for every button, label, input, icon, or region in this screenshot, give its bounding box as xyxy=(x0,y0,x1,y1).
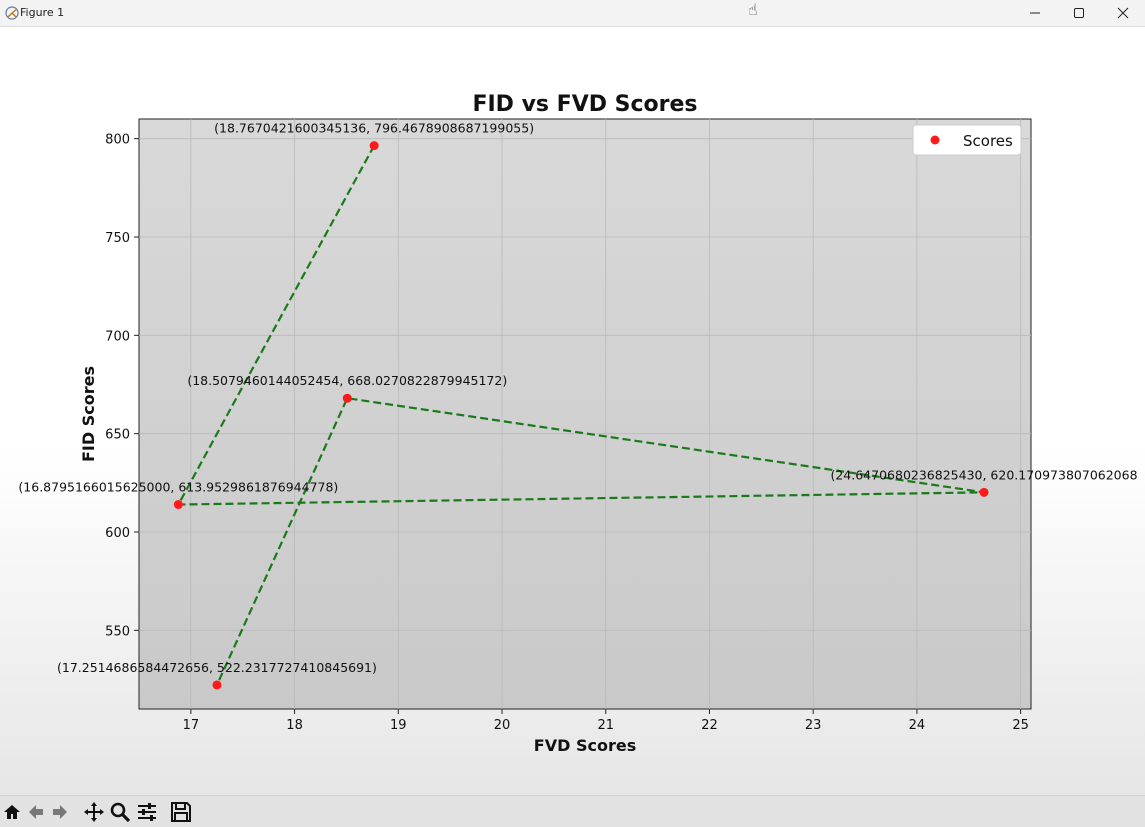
point-annotation: (18.7670421600345136, 796.46789086871990… xyxy=(214,121,534,136)
x-tick-label: 25 xyxy=(1012,718,1029,733)
legend-label: Scores xyxy=(963,132,1013,150)
configure-subplots-icon xyxy=(138,803,156,821)
maximize-button[interactable] xyxy=(1057,0,1101,26)
scatter-point xyxy=(342,393,352,403)
forward-button[interactable] xyxy=(48,800,72,824)
x-tick-label: 22 xyxy=(701,718,718,733)
chart-title: FID vs FVD Scores xyxy=(472,92,697,117)
scatter-point xyxy=(369,141,379,151)
point-annotation: (17.2514686584472656, 522.23177274108456… xyxy=(57,660,377,675)
matplotlib-app-icon xyxy=(5,6,19,20)
x-tick-label: 17 xyxy=(183,718,200,733)
legend-marker xyxy=(930,135,940,145)
save-icon xyxy=(171,802,191,822)
legend: Scores xyxy=(912,124,1022,156)
scatter-point xyxy=(173,500,183,510)
x-tick-label: 19 xyxy=(390,718,407,733)
plot-area xyxy=(138,118,1032,710)
zoom-icon xyxy=(110,802,131,823)
navigation-toolbar xyxy=(0,795,1145,827)
maximize-icon xyxy=(1074,8,1084,18)
figure-canvas[interactable]: 17 18 19 20 21 22 23 24 25 550 600 650 700 750 800 (18… xyxy=(0,27,1145,794)
x-tick-label: 24 xyxy=(909,718,926,733)
close-button[interactable] xyxy=(1101,0,1145,26)
point-annotation: (24.6470680236825430, 620.17097380706206… xyxy=(830,467,1137,482)
y-tick-label: 650 xyxy=(105,428,130,443)
hand-cursor-icon: ☝ xyxy=(748,0,758,19)
scatter-point xyxy=(212,680,222,690)
x-axis-label: FVD Scores xyxy=(534,736,636,755)
x-tick-label: 21 xyxy=(597,718,614,733)
window-title: Figure 1 xyxy=(20,6,65,19)
y-tick-label: 600 xyxy=(105,526,130,541)
scatter-point xyxy=(979,487,989,497)
minimize-button[interactable] xyxy=(1013,0,1057,26)
y-tick-label: 700 xyxy=(105,329,130,344)
home-icon xyxy=(4,805,20,819)
back-button[interactable] xyxy=(24,800,48,824)
save-button[interactable] xyxy=(169,800,193,824)
window-titlebar: Figure 1 ☝ xyxy=(0,0,1145,27)
pan-button[interactable] xyxy=(82,800,106,824)
y-tick-label: 800 xyxy=(105,133,130,148)
x-tick-label: 18 xyxy=(286,718,303,733)
point-annotation: (18.5079460144052454, 668.02708228799451… xyxy=(187,373,507,388)
point-annotation: (16.8795166015625000, 613.95298618769447… xyxy=(18,480,338,495)
close-icon xyxy=(1117,7,1129,19)
back-arrow-icon xyxy=(29,805,43,819)
x-tick-label: 23 xyxy=(805,718,822,733)
x-tick-label: 20 xyxy=(494,718,511,733)
y-axis-label: FID Scores xyxy=(79,366,98,462)
y-tick-label: 550 xyxy=(105,624,130,639)
zoom-button[interactable] xyxy=(108,800,132,824)
configure-subplots-button[interactable] xyxy=(135,800,159,824)
minimize-icon xyxy=(1030,12,1040,14)
y-tick-label: 750 xyxy=(105,231,130,246)
pan-icon xyxy=(84,802,104,822)
home-button[interactable] xyxy=(0,800,24,824)
scatter-chart: 17 18 19 20 21 22 23 24 25 550 600 650 700 750 800 (18… xyxy=(18,92,1137,755)
forward-arrow-icon xyxy=(53,805,67,819)
